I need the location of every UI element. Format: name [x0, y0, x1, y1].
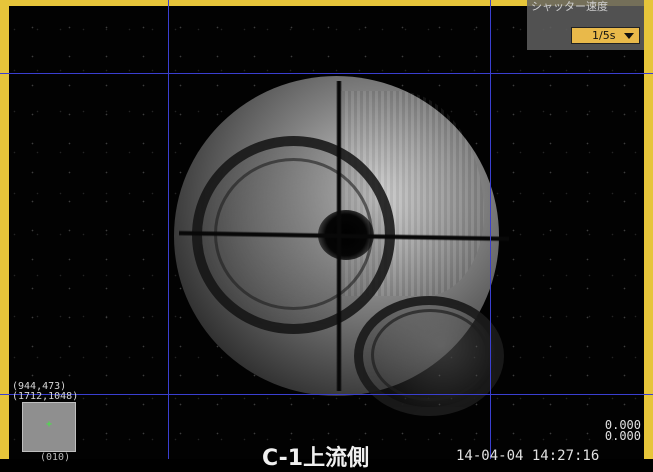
position-thumbnail[interactable]: + [22, 402, 76, 452]
shutter-speed-label: シャッター速度 [531, 0, 608, 13]
position-marker-icon: + [46, 419, 53, 430]
shutter-speed-panel: シャッター速度 1/5s [527, 0, 644, 50]
readout-value-top: 0.000 [604, 418, 641, 432]
guide-line-left [168, 0, 169, 459]
location-caption: C-1上流側 [262, 446, 370, 471]
shutter-speed-value: 1/5s [592, 29, 616, 42]
guide-line-right [490, 0, 491, 459]
guide-line-bottom [0, 394, 653, 395]
camera-view [0, 0, 653, 459]
bottom-left-label: (010) [40, 452, 71, 463]
guide-line-top [0, 73, 653, 74]
cursor-coordinate: (944,473) [12, 381, 67, 392]
small-ring-inner [371, 309, 489, 401]
shutter-speed-dropdown[interactable]: 1/5s [571, 27, 640, 44]
readout-value-bottom: 0.000 [604, 429, 641, 443]
chevron-down-icon[interactable] [624, 33, 634, 39]
sensor-coordinate: (1712,1048) [12, 391, 79, 402]
timestamp: 14-04-04 14:27:16 [456, 448, 600, 464]
